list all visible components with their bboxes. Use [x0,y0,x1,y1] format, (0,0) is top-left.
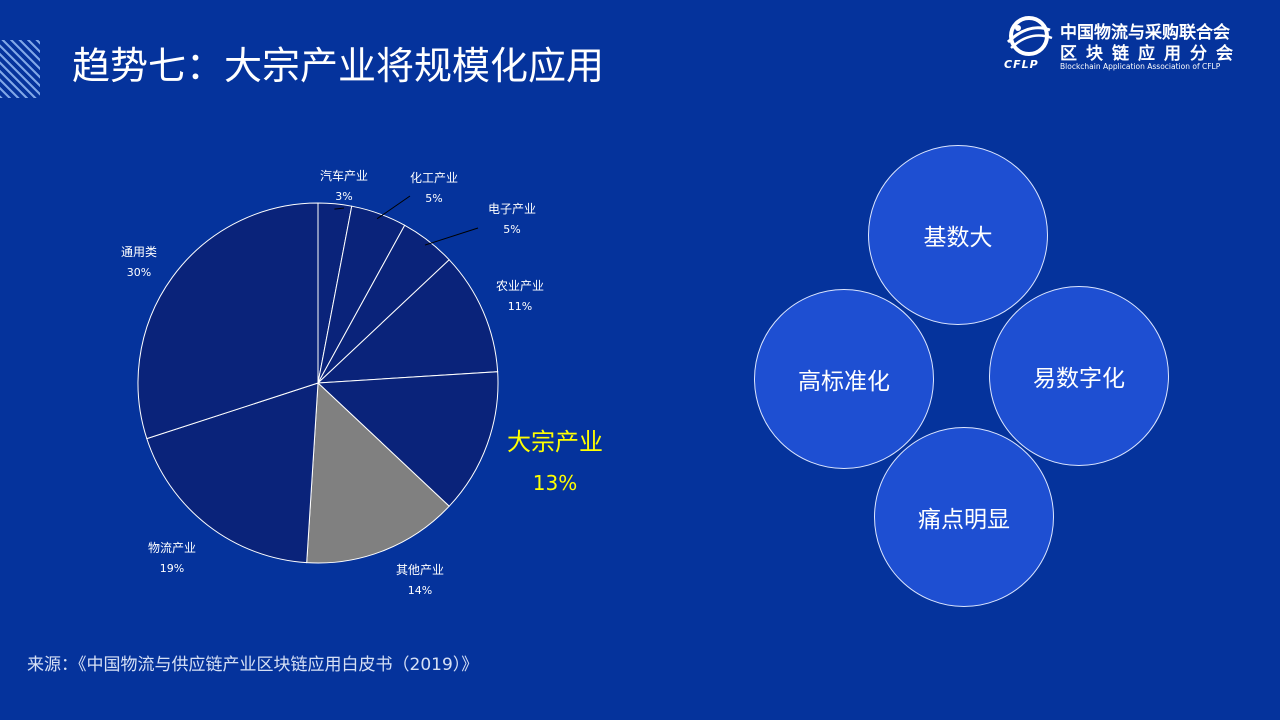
slice-label-logistics: 物流产业 [148,541,196,555]
industry-pie-chart: 汽车产业 3% 化工产业 5% 电子产业 5% 农业产业 11% 大宗产业 13% 其他产业 14% 物… [121,168,603,597]
trait-label-digitizable: 易数字化 [1033,366,1125,392]
pie-slice-agriculture [316,259,499,384]
slice-value-electronics: 5% [503,223,520,236]
pie-slice-bulk [316,371,499,507]
logo-chinese-name-line2: 区块链应用分会 [1060,44,1242,64]
logo-english-name: Blockchain Application Association of CF… [1060,62,1221,71]
slice-label-electronics: 电子产业 [488,202,536,216]
trait-circle-pain-points: 痛点明显 [874,427,1054,607]
leader-line-electronics [424,227,479,246]
trait-circle-standardized: 高标准化 [754,289,934,469]
slice-label-auto: 汽车产业 [320,168,368,183]
slice-value-other: 14% [408,584,432,597]
leader-line-auto [334,207,345,210]
trait-label-standardized: 高标准化 [798,369,890,395]
trait-circle-large-base: 基数大 [868,145,1048,325]
globe-logo-icon [1006,16,1053,56]
slice-value-agriculture: 11% [508,300,532,313]
logo: CFLP 中国物流与采购联合会 区块链应用分会 Blockchain Appli… [1000,14,1272,76]
pie-slice-other [306,381,450,564]
trait-label-large-base: 基数大 [923,225,993,251]
trait-label-pain-points: 痛点明显 [918,507,1010,533]
page-title: 趋势七：大宗产业将规模化应用 [72,44,605,88]
slice-label-agriculture: 农业产业 [496,279,544,293]
slice-label-other: 其他产业 [396,563,444,577]
pie-slice-logistics [146,382,319,564]
source-citation: 来源：《中国物流与供应链产业区块链应用白皮书（2019）》 [27,655,479,675]
pie-slice-general [137,202,319,440]
slice-label-bulk: 大宗产业 [507,428,603,456]
logo-abbreviation: CFLP [1004,58,1039,71]
slice-value-logistics: 19% [160,562,184,575]
slice-value-general: 30% [127,266,151,279]
slice-value-auto: 3% [335,190,352,203]
slice-value-chemical: 5% [425,192,442,205]
header-stripes-decoration [0,40,40,98]
slice-label-chemical: 化工产业 [410,171,458,185]
trait-circle-digitizable: 易数字化 [989,286,1169,466]
leader-line-chemical [376,195,411,220]
logo-chinese-name-line1: 中国物流与采购联合会 [1060,23,1230,43]
slice-label-general: 通用类 [121,245,157,259]
slice-value-bulk: 13% [533,471,577,495]
